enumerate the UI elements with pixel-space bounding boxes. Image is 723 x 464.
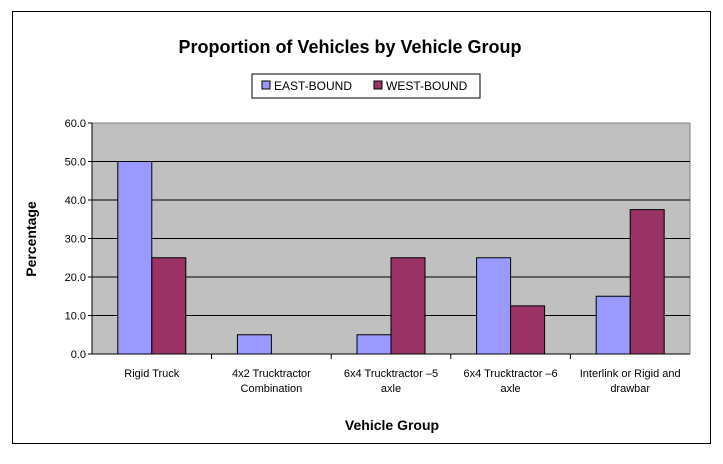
y-tick-label: 60.0 [65, 118, 86, 130]
x-axis-title: Vehicle Group [345, 417, 439, 433]
bar-east-bound-3 [356, 334, 392, 355]
bar-east-bound-4 [476, 257, 512, 355]
bar-west-bound-1 [151, 257, 187, 355]
y-tick-label: 10.0 [65, 311, 86, 323]
y-tick-label: 0.0 [71, 349, 86, 361]
x-tick-label: Rigid Truck [124, 368, 180, 380]
bar-east-bound-1 [117, 161, 153, 355]
x-tick-label: axle [501, 383, 521, 395]
x-tick-label: Interlink or Rigid and [580, 368, 681, 380]
legend-swatch-east [261, 80, 271, 90]
bar-east-bound-5 [595, 295, 631, 355]
bar-west-bound-3 [390, 257, 426, 355]
bars [117, 161, 665, 355]
y-axis-ticks: 0.0 10.0 20.0 30.0 40.0 50.0 60.0 [65, 118, 92, 361]
x-tick-label: 6x4 Trucktractor –5 [344, 368, 438, 380]
y-tick-label: 50.0 [65, 157, 86, 169]
x-axis-ticks: Rigid Truck 4x2 Trucktractor Combination 6x… [124, 354, 681, 395]
x-tick-label: 6x4 Trucktractor –6 [464, 368, 558, 380]
bar-east-bound-2 [236, 334, 272, 355]
x-tick-label: axle [381, 383, 401, 395]
bar-west-bound-4 [510, 305, 546, 355]
x-tick-label: Combination [241, 383, 303, 395]
y-axis-title: Percentage [23, 201, 39, 277]
y-tick-label: 30.0 [65, 234, 86, 246]
x-tick-label: 4x2 Trucktractor [232, 368, 311, 380]
y-tick-label: 40.0 [65, 195, 86, 207]
legend-label-west: WEST-BOUND [386, 79, 468, 93]
legend-swatch-west [373, 80, 383, 90]
legend-label-east: EAST-BOUND [274, 79, 352, 93]
y-tick-label: 20.0 [65, 272, 86, 284]
bar-west-bound-5 [629, 209, 665, 355]
legend-box [251, 73, 481, 99]
legend: EAST-BOUND WEST-BOUND [251, 73, 481, 99]
chart-title: Proportion of Vehicles by Vehicle Group [178, 37, 521, 57]
x-tick-label: drawbar [610, 383, 650, 395]
